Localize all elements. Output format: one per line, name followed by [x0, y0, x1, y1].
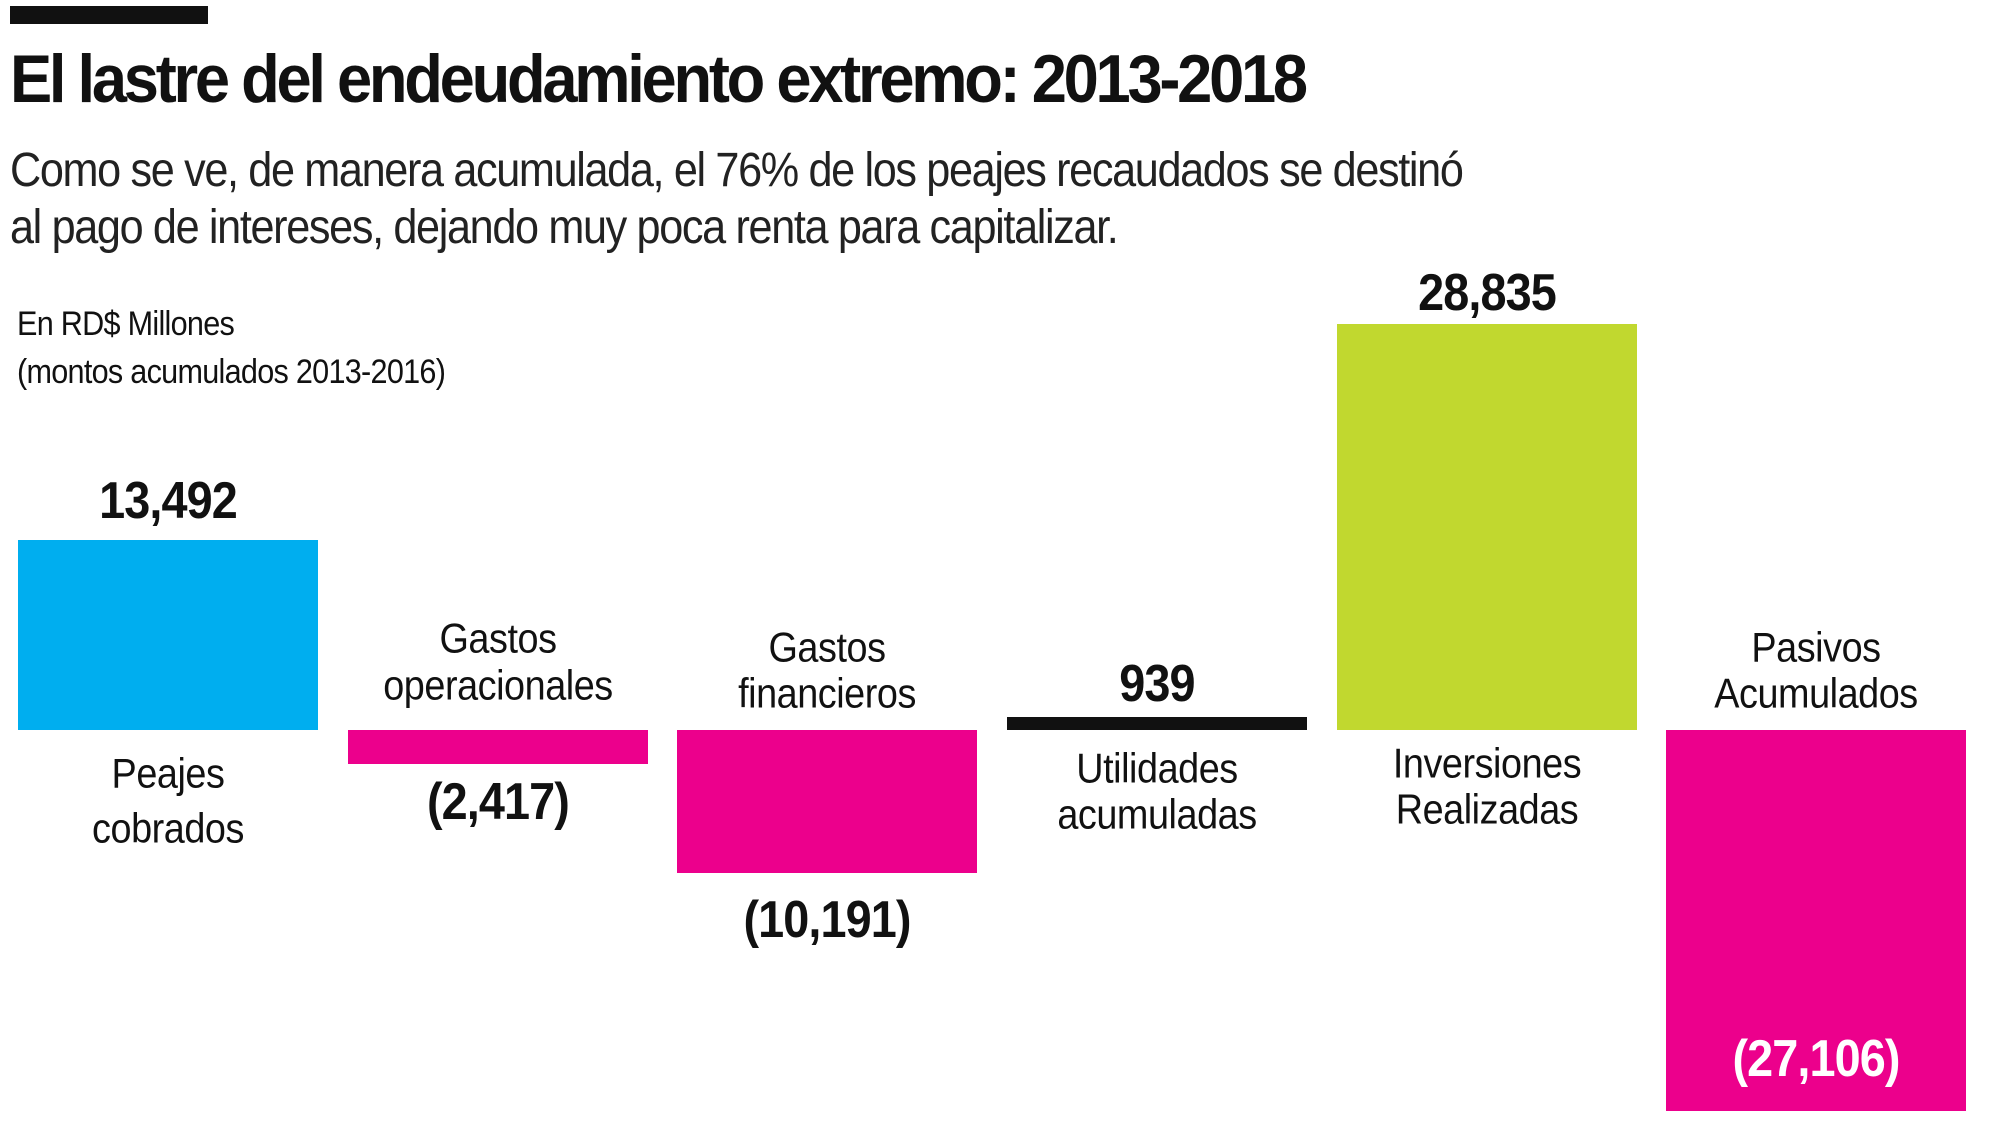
category-label: Inversiones — [1392, 739, 1582, 787]
subtitle-line-1: Como se ve, de manera acumulada, el 76% … — [10, 144, 1464, 197]
title-accent-bar — [10, 6, 208, 24]
category-label: Utilidades — [1076, 744, 1238, 792]
units-label: En RD$ Millones — [17, 305, 235, 343]
category-label: Peajes — [111, 749, 225, 797]
category-label: Acumulados — [1714, 669, 1918, 717]
bar-pasivos-acumulados — [1666, 730, 1966, 1112]
category-label: acumuladas — [1057, 790, 1257, 838]
bar-gastos-operacionales — [348, 730, 648, 764]
units-note: (montos acumulados 2013-2016) — [17, 353, 446, 391]
category-label: Pasivos — [1751, 623, 1881, 671]
category-label: Gastos — [439, 614, 557, 662]
category-label: financieros — [738, 669, 916, 717]
chart-title: El lastre del endeudamiento extremo: 201… — [10, 41, 1308, 117]
subtitle-line-2: al pago de intereses, dejando muy poca r… — [10, 201, 1119, 254]
category-label: Gastos — [768, 623, 886, 671]
category-label: operacionales — [383, 661, 613, 709]
category-label: cobrados — [92, 804, 244, 852]
data-label: (10,191) — [743, 891, 911, 949]
bar-inversiones-realizadas — [1337, 324, 1637, 730]
data-label: (2,417) — [426, 773, 570, 831]
data-label: 939 — [1119, 655, 1195, 713]
data-label: 13,492 — [99, 472, 238, 530]
category-label: Realizadas — [1395, 785, 1579, 833]
bar-utilidades-acumuladas — [1007, 716, 1307, 730]
bar-gastos-financieros — [677, 730, 977, 874]
data-label: 28,835 — [1418, 264, 1557, 322]
bar-peajes-cobrados — [18, 540, 318, 730]
data-label: (27,106) — [1732, 1030, 1900, 1088]
